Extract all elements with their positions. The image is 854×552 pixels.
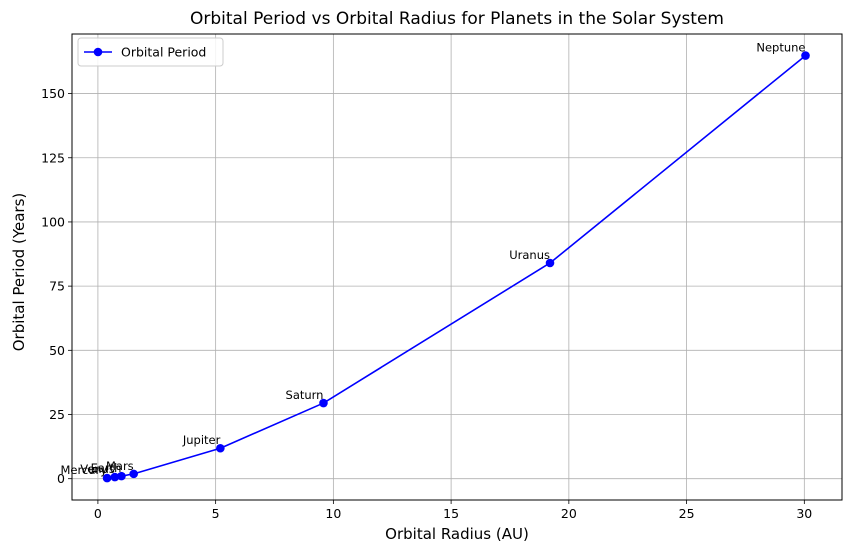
- y-tick-label: 25: [49, 407, 65, 422]
- chart-title: Orbital Period vs Orbital Radius for Pla…: [190, 9, 724, 29]
- data-point: [545, 258, 555, 268]
- x-tick-label: 15: [443, 506, 459, 521]
- x-axis-label: Orbital Radius (AU): [385, 525, 529, 543]
- y-tick-label: 150: [41, 86, 65, 101]
- data-point: [110, 472, 120, 482]
- point-labels: MercuryVenusEarthMarsJupiterSaturnUranus…: [60, 41, 805, 478]
- legend-marker: [93, 47, 103, 57]
- data-point: [801, 51, 810, 60]
- x-tick-label: 0: [94, 506, 102, 521]
- point-label: Uranus: [509, 248, 550, 262]
- legend-box: [77, 37, 224, 67]
- data-point: [102, 473, 112, 483]
- y-axis-label: Orbital Period (Years): [10, 193, 28, 352]
- point-label: Saturn: [286, 388, 324, 402]
- data-point: [117, 471, 126, 481]
- data-point: [216, 443, 225, 453]
- x-tick-label: 20: [561, 506, 577, 521]
- point-label: Neptune: [756, 41, 805, 55]
- x-tick-label: 5: [212, 506, 220, 521]
- y-tick-label: 50: [49, 343, 65, 358]
- y-tick-label: 100: [41, 214, 65, 229]
- y-tick-label: 0: [57, 471, 65, 486]
- x-tick-label: 10: [325, 506, 341, 521]
- point-label: Jupiter: [182, 433, 221, 447]
- point-label: Venus: [80, 462, 115, 476]
- plot-frame: [71, 33, 843, 501]
- point-label: Earth: [91, 461, 122, 475]
- legend-label: Orbital Period: [121, 45, 206, 60]
- axis-ticks: 0 5 10 15 20 25 30 0 25 50 75 100 125 150: [41, 86, 812, 521]
- x-tick-label: 25: [679, 506, 695, 521]
- series-layer: [102, 51, 810, 483]
- x-tick-label: 30: [796, 506, 812, 521]
- point-label: Mars: [106, 459, 134, 473]
- y-tick-label: 75: [49, 279, 65, 294]
- data-point: [319, 398, 328, 408]
- legend: Orbital Period: [77, 37, 224, 67]
- grid: [72, 34, 842, 500]
- data-point: [129, 469, 138, 479]
- y-tick-label: 125: [41, 150, 65, 165]
